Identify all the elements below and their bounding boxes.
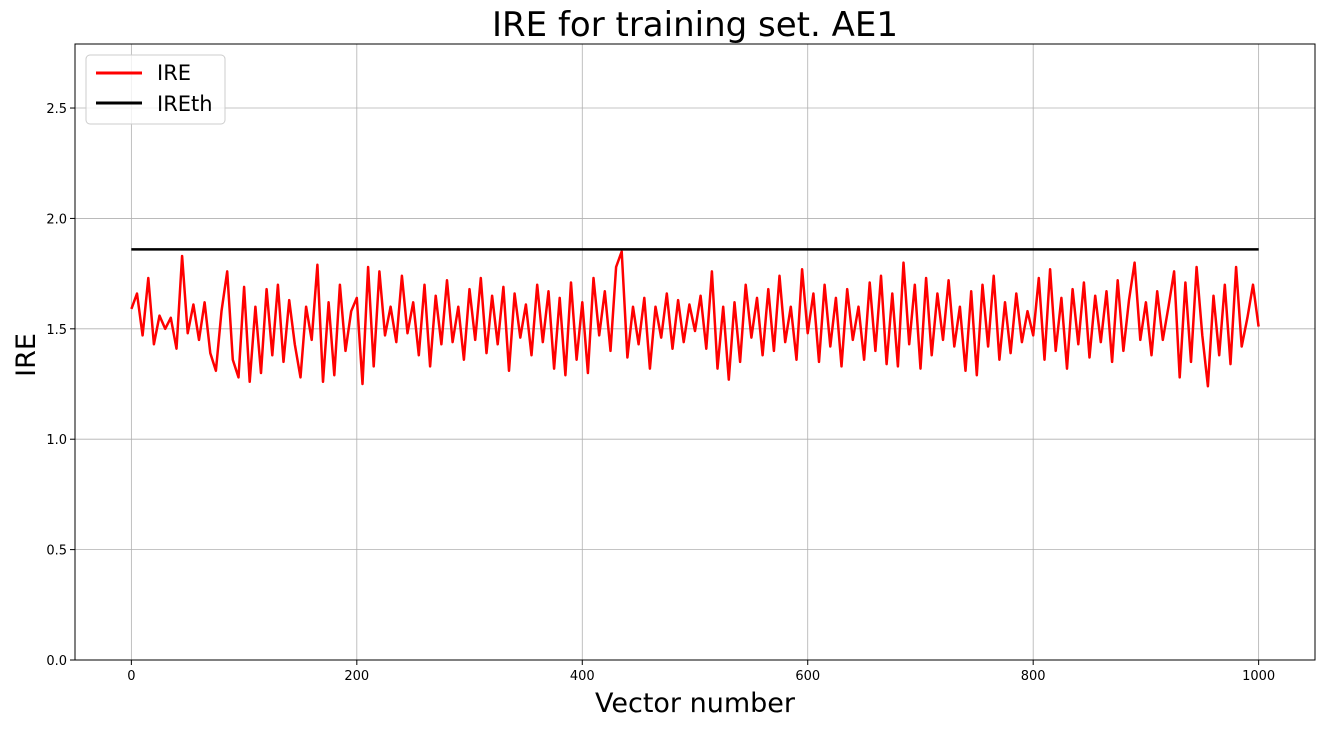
series-group <box>130 248 1260 388</box>
x-axis-label: Vector number <box>595 688 796 719</box>
y-tick-label: 2.5 <box>46 102 67 117</box>
legend-label-ire: IRE <box>157 61 191 85</box>
series-line-ire <box>130 250 1260 388</box>
chart-title: IRE for training set. AE1 <box>492 5 898 45</box>
ticks: 0 200 400 600 800 1000 0.0 0.5 1.0 1.5 2.0 2.5 <box>46 102 1275 684</box>
plot-frame <box>74 43 1316 661</box>
x-tick-label: 0 <box>127 669 135 684</box>
y-tick-label: 2.0 <box>46 212 67 227</box>
y-tick-label: 0.5 <box>46 544 67 559</box>
x-tick-label: 800 <box>1021 669 1046 684</box>
legend-label-ireth: IREth <box>157 92 213 116</box>
legend: IRE IREth <box>85 54 226 125</box>
x-tick-label: 600 <box>795 669 820 684</box>
x-tick-label: 400 <box>570 669 595 684</box>
y-axis-label: IRE <box>11 333 42 377</box>
y-tick-label: 1.0 <box>46 433 67 448</box>
x-tick-label: 200 <box>344 669 369 684</box>
y-tick-label: 1.5 <box>46 323 67 338</box>
x-tick-label: 1000 <box>1242 669 1275 684</box>
grid <box>75 44 1315 661</box>
y-tick-label: 0.0 <box>46 654 67 669</box>
